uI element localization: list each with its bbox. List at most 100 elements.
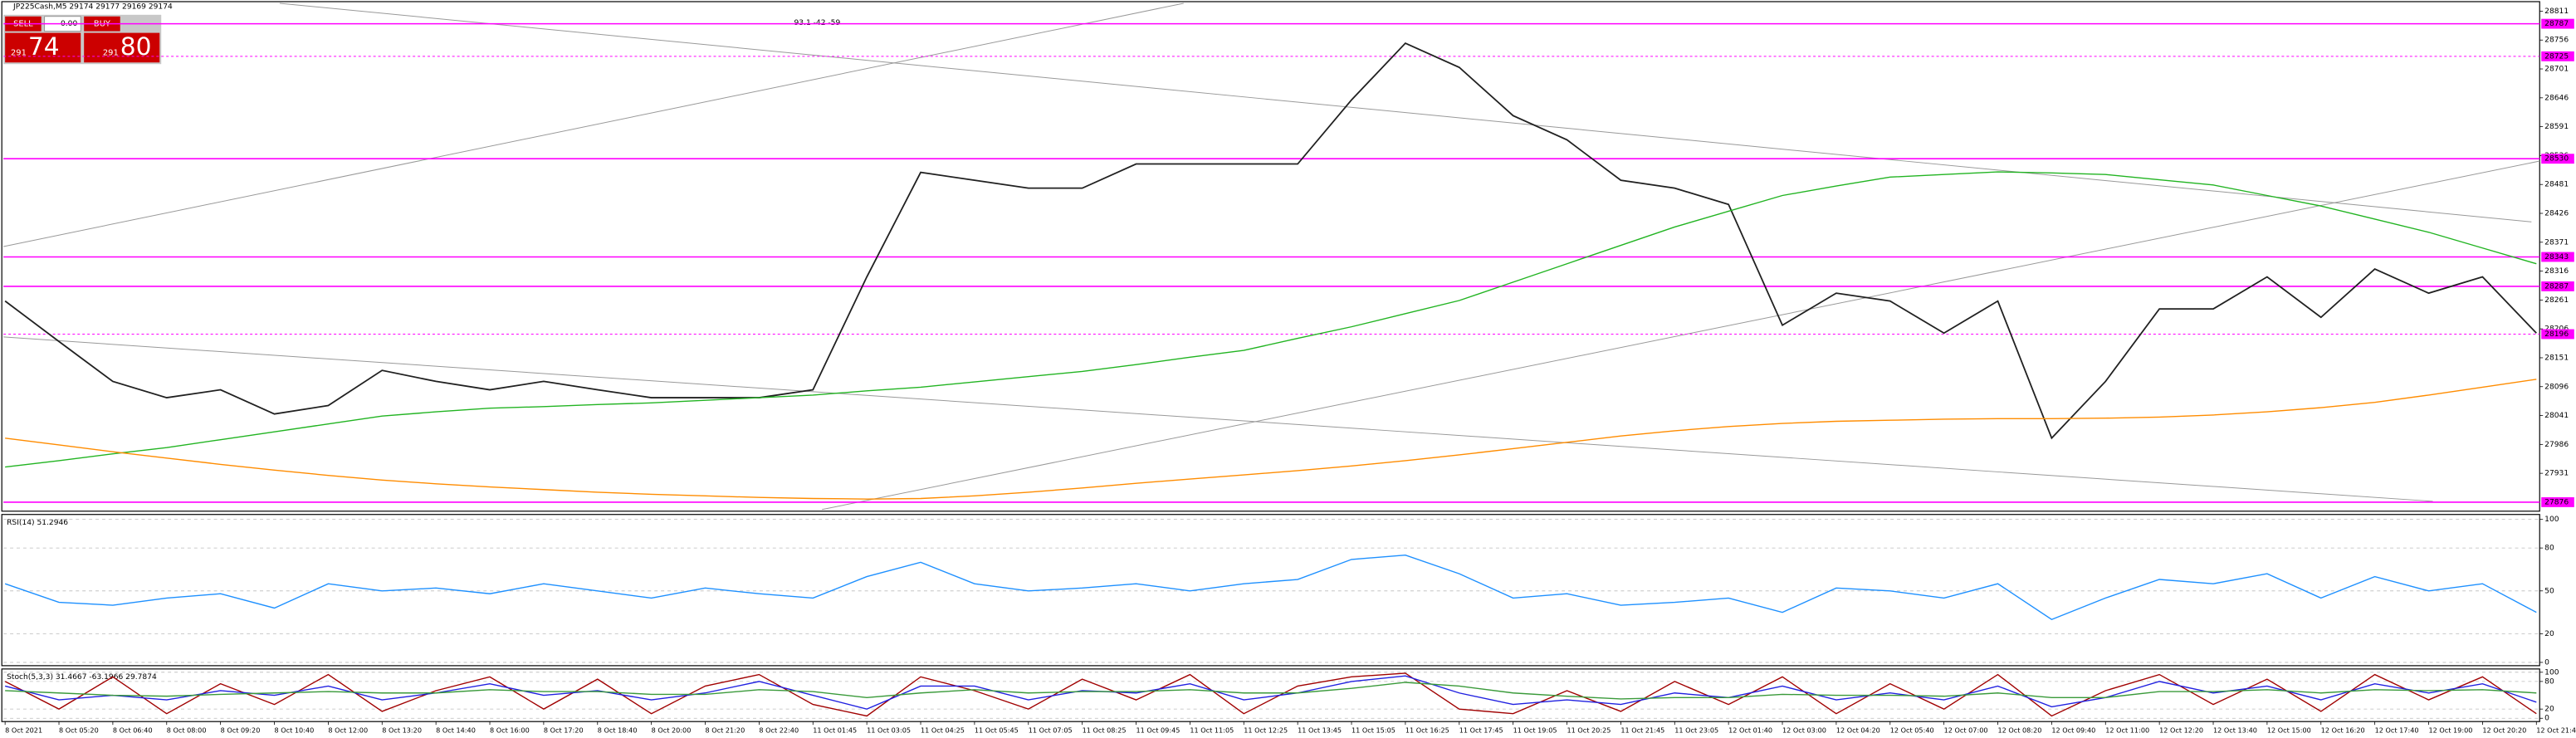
- y-tick-label: 28756: [2544, 37, 2569, 45]
- y-tick-label: 100: [2544, 516, 2559, 524]
- x-tick-label: 8 Oct 14:40: [436, 726, 476, 735]
- x-tick-label: 11 Oct 23:05: [1674, 726, 1718, 735]
- level-label: 28343: [2544, 253, 2569, 261]
- x-tick-label: 12 Oct 03:00: [1782, 726, 1826, 735]
- x-tick-label: 8 Oct 12:00: [328, 726, 368, 735]
- trend-line: [3, 336, 2433, 502]
- y-tick-label: 100: [2544, 668, 2559, 677]
- level-label: 28787: [2544, 20, 2569, 28]
- y-tick-label: 28316: [2544, 267, 2569, 276]
- symbol-header: JP225Cash,M5 29174 29177 29169 29174: [12, 2, 173, 11]
- x-tick-label: 12 Oct 08:20: [1998, 726, 2042, 735]
- trend-line: [279, 2, 2532, 222]
- level-label: 28196: [2544, 330, 2569, 339]
- y-tick-label: 28481: [2544, 181, 2569, 189]
- series-line: [5, 379, 2537, 500]
- y-tick-label: 80: [2544, 545, 2554, 553]
- x-tick-label: 12 Oct 11:00: [2105, 726, 2149, 735]
- x-tick-label: 8 Oct 22:40: [759, 726, 799, 735]
- sell-price-small: 74: [28, 32, 60, 61]
- sell-price-box[interactable]: [5, 32, 81, 63]
- sell-price-big: 291: [11, 48, 27, 57]
- buy-price-big: 291: [103, 48, 119, 57]
- y-tick-label: 28041: [2544, 412, 2569, 420]
- y-tick-label: 80: [2544, 677, 2554, 686]
- rsi-frame: [1, 514, 2540, 667]
- x-tick-label: 12 Oct 13:40: [2213, 726, 2257, 735]
- x-tick-label: 12 Oct 16:20: [2321, 726, 2365, 735]
- x-tick-label: 11 Oct 19:05: [1513, 726, 1557, 735]
- rsi-title: RSI(14) 51.2946: [7, 519, 68, 527]
- level-label-box: [2541, 51, 2574, 61]
- x-tick-label: 11 Oct 15:05: [1352, 726, 1396, 735]
- y-tick-label: 28261: [2544, 296, 2569, 305]
- y-tick-label: 28811: [2544, 7, 2569, 16]
- level-label: 27876: [2544, 498, 2569, 506]
- level-label-box: [2541, 154, 2574, 164]
- series-line: [4, 675, 2537, 710]
- x-tick-label: 11 Oct 05:45: [975, 726, 1019, 735]
- level-label: 28530: [2544, 155, 2569, 164]
- x-tick-label: 8 Oct 05:20: [59, 726, 99, 735]
- y-tick-label: 28151: [2544, 354, 2569, 362]
- x-tick-label: 12 Oct 21:40: [2536, 726, 2576, 735]
- level-label-box: [2541, 329, 2574, 340]
- level-label: 28725: [2544, 52, 2569, 61]
- x-tick-label: 11 Oct 17:45: [1459, 726, 1503, 735]
- x-tick-label: 11 Oct 07:05: [1029, 726, 1073, 735]
- x-tick-label: 12 Oct 15:00: [2267, 726, 2311, 735]
- x-tick-label: 8 Oct 21:20: [706, 726, 745, 735]
- x-tick-label: 8 Oct 08:00: [167, 726, 207, 735]
- y-tick-label: 28371: [2544, 238, 2569, 247]
- series-line: [5, 682, 2537, 700]
- y-tick-label: 28591: [2544, 123, 2569, 131]
- x-tick-label: 8 Oct 09:20: [221, 726, 261, 735]
- x-tick-label: 12 Oct 07:00: [1944, 726, 1988, 735]
- x-tick-label: 11 Oct 13:45: [1298, 726, 1342, 735]
- x-tick-label: 11 Oct 03:05: [867, 726, 911, 735]
- x-tick-label: 11 Oct 01:45: [813, 726, 857, 735]
- buy-price-small: 80: [120, 32, 152, 61]
- series-line: [5, 171, 2537, 468]
- x-tick-label: 8 Oct 06:40: [113, 726, 153, 735]
- stoch-frame: [1, 668, 2540, 722]
- level-label-box: [2541, 496, 2574, 507]
- x-tick-label: 8 Oct 13:20: [382, 726, 422, 735]
- x-tick-label: 12 Oct 19:00: [2429, 726, 2473, 735]
- trend-line: [822, 160, 2540, 511]
- x-tick-label: 8 Oct 16:00: [490, 726, 530, 735]
- x-tick-label: 11 Oct 21:45: [1620, 726, 1664, 735]
- x-tick-label: 8 Oct 18:40: [598, 726, 638, 735]
- x-tick-label: 11 Oct 11:05: [1190, 726, 1234, 735]
- level-label-box: [2541, 281, 2574, 291]
- buy-price-box[interactable]: [84, 32, 160, 63]
- x-tick-label: 11 Oct 09:45: [1136, 726, 1180, 735]
- x-tick-label: 11 Oct 08:25: [1083, 726, 1127, 735]
- x-tick-label: 12 Oct 12:20: [2159, 726, 2203, 735]
- stoch-title: Stoch(5,3,3) 31.4667 -63.1966 29.7874: [7, 673, 157, 682]
- x-tick-label: 11 Oct 20:25: [1567, 726, 1611, 735]
- trend-line: [3, 2, 1184, 247]
- y-tick-label: 28646: [2544, 94, 2569, 102]
- y-tick-label: 28701: [2544, 66, 2569, 74]
- y-tick-label: 27931: [2544, 470, 2569, 478]
- x-tick-label: 8 Oct 20:00: [652, 726, 692, 735]
- x-tick-label: 8 Oct 17:20: [544, 726, 584, 735]
- y-tick-label: 0: [2544, 715, 2549, 723]
- x-tick-label: 12 Oct 01:40: [1728, 726, 1772, 735]
- level-label-box: [2541, 18, 2574, 29]
- y-tick-label: 20: [2544, 706, 2554, 714]
- x-tick-label: 12 Oct 05:40: [1890, 726, 1934, 735]
- x-tick-label: 8 Oct 2021: [5, 726, 42, 735]
- series-line: [4, 555, 2537, 621]
- level-label-box: [2541, 252, 2574, 262]
- series-line: [4, 42, 2537, 440]
- x-tick-label: 11 Oct 12:25: [1244, 726, 1288, 735]
- x-tick-label: 12 Oct 17:40: [2375, 726, 2419, 735]
- y-tick-label: 28096: [2544, 383, 2569, 391]
- x-tick-label: 11 Oct 16:25: [1405, 726, 1449, 735]
- x-tick-label: 11 Oct 04:25: [921, 726, 965, 735]
